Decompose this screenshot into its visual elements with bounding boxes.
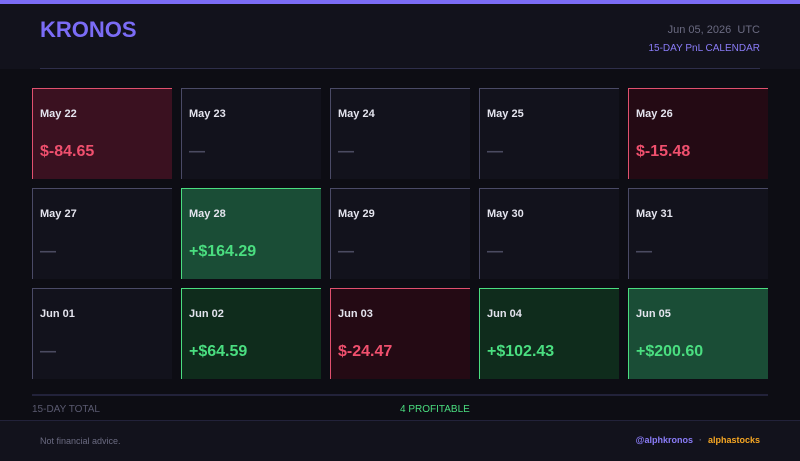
day-date: May 30	[487, 208, 524, 220]
date: Jun 05, 2026 UTC	[668, 24, 760, 36]
day-cell: Jun 01 —	[32, 288, 172, 379]
day-cell: Jun 04 +$102.43	[479, 288, 619, 379]
profitable-count: 4 PROFITABLE	[400, 404, 470, 415]
day-date: Jun 01	[40, 308, 75, 320]
day-pnl: —	[338, 243, 354, 260]
day-date: May 28	[189, 208, 226, 220]
day-pnl: $-84.65	[40, 143, 95, 160]
day-pnl: $-24.47	[338, 343, 393, 360]
disclaimer: Not financial advice.	[40, 436, 121, 446]
day-cell: May 22 $-84.65	[32, 88, 172, 179]
day-cell: May 29 —	[330, 188, 470, 279]
day-date: Jun 02	[189, 308, 224, 320]
footer	[0, 420, 800, 461]
day-pnl: —	[40, 343, 56, 360]
day-pnl: —	[487, 143, 503, 160]
day-cell: May 27 —	[32, 188, 172, 279]
day-cell: Jun 03 $-24.47	[330, 288, 470, 379]
day-date: May 29	[338, 208, 375, 220]
day-pnl: —	[189, 143, 205, 160]
day-cell: May 30 —	[479, 188, 619, 279]
day-cell: Jun 02 +$64.59	[181, 288, 321, 379]
day-date: May 26	[636, 108, 673, 120]
date-text: Jun 05, 2026	[667, 24, 732, 36]
day-pnl: +$164.29	[189, 243, 257, 260]
handle: @alphkronos	[635, 435, 693, 445]
day-date: Jun 03	[338, 308, 373, 320]
day-date: May 22	[40, 108, 77, 120]
separator: ·	[698, 435, 702, 445]
day-pnl: —	[636, 243, 652, 260]
day-cell: May 28 +$164.29	[181, 188, 321, 279]
day-pnl: +$102.43	[487, 343, 555, 360]
divider	[32, 394, 768, 396]
brand: alphastocks	[707, 435, 760, 445]
subtitle: 15-DAY PnL CALENDAR	[648, 43, 760, 54]
day-pnl: —	[40, 243, 56, 260]
day-cell: May 25 —	[479, 88, 619, 179]
day-date: May 31	[636, 208, 673, 220]
day-date: May 25	[487, 108, 524, 120]
day-pnl: —	[487, 243, 503, 260]
credits: @alphkronos · alphastocks	[636, 435, 760, 445]
day-cell: May 31 —	[628, 188, 768, 279]
day-cell: Jun 05 +$200.60	[628, 288, 768, 379]
day-date: Jun 04	[487, 308, 522, 320]
day-pnl: +$200.60	[636, 343, 704, 360]
summary-label: 15-DAY TOTAL	[32, 404, 100, 415]
day-cell: May 26 $-15.48	[628, 88, 768, 179]
timezone: UTC	[737, 24, 760, 36]
title: KRONOS	[40, 17, 137, 42]
divider	[40, 68, 760, 69]
day-date: May 23	[189, 108, 226, 120]
day-pnl: —	[338, 143, 354, 160]
header	[0, 4, 800, 69]
day-date: Jun 05	[636, 308, 671, 320]
day-cell: May 23 —	[181, 88, 321, 179]
day-pnl: $-15.48	[636, 143, 691, 160]
day-date: May 27	[40, 208, 77, 220]
day-cell: May 24 —	[330, 88, 470, 179]
accent-bar	[0, 0, 800, 4]
day-pnl: +$64.59	[189, 343, 248, 360]
day-date: May 24	[338, 108, 375, 120]
